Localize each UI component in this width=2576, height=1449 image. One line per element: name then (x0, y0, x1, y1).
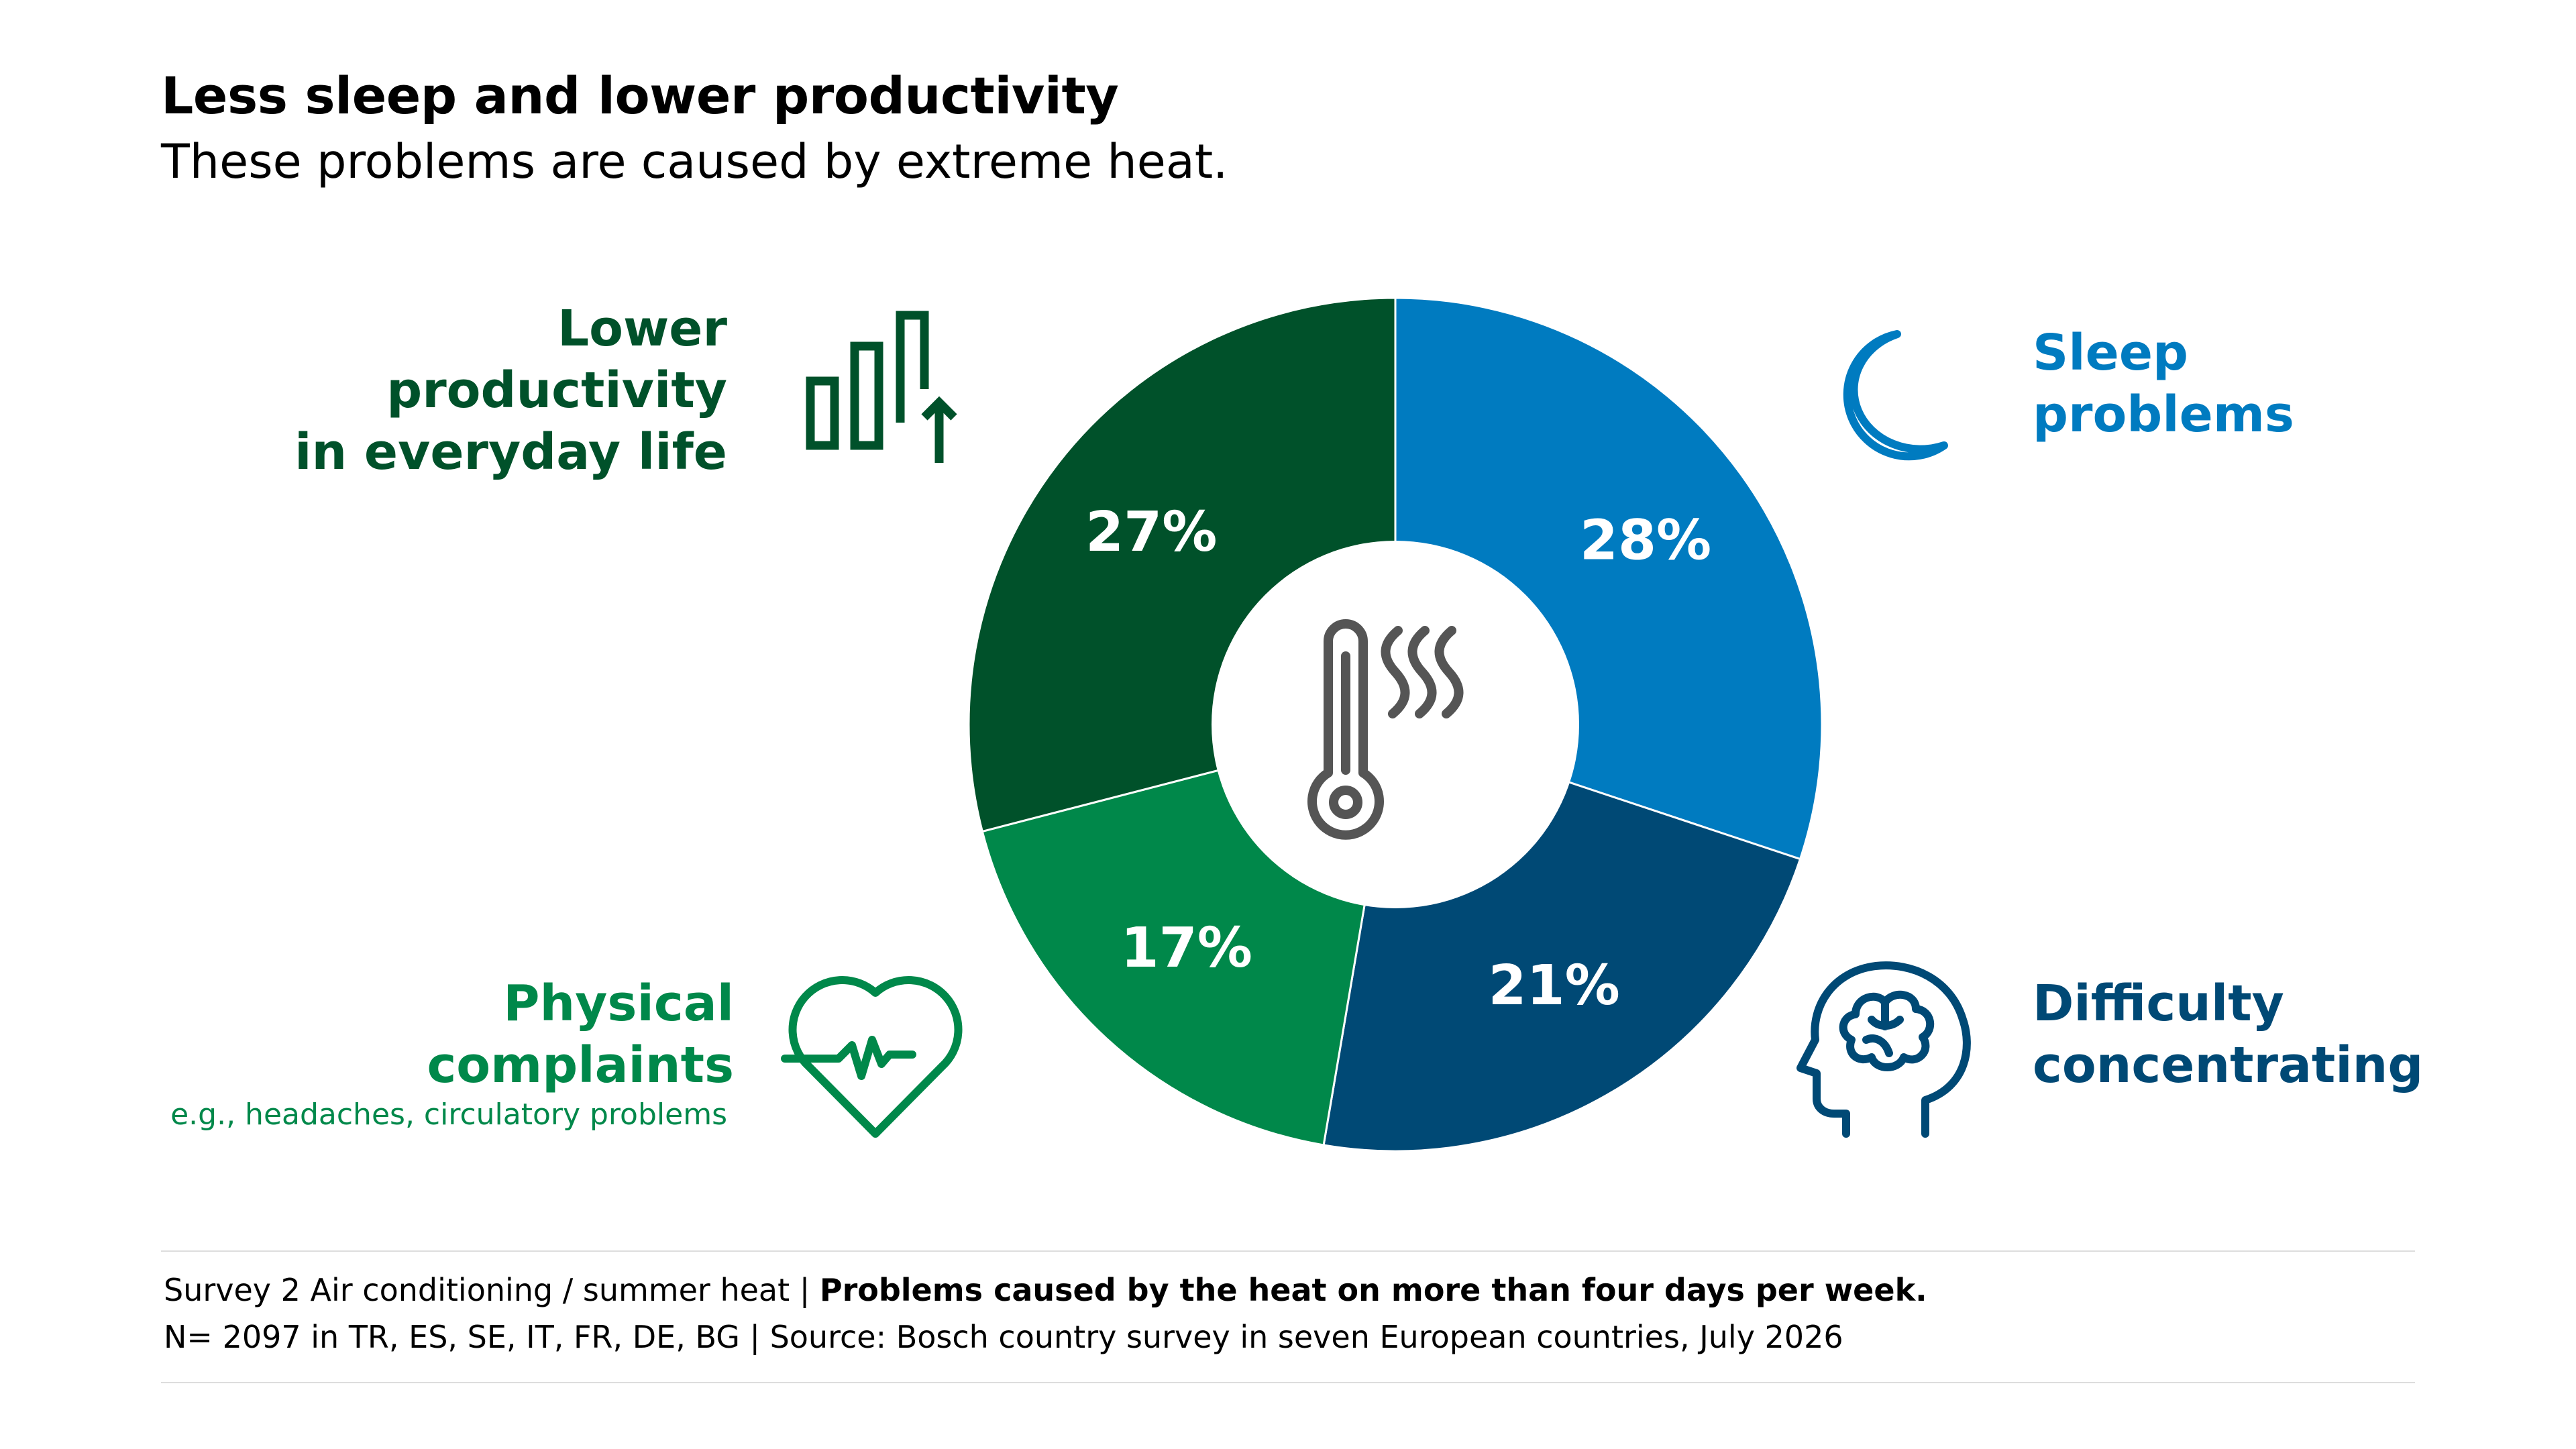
footer-bottom-rule (161, 1382, 2415, 1383)
slice-value-label: 27% (1085, 500, 1217, 564)
chart-subtitle: These problems are caused by extreme hea… (161, 134, 1228, 189)
footer-line-1: Survey 2 Air conditioning / summer heat … (164, 1272, 1927, 1308)
footer-survey-name: Survey 2 Air conditioning / summer heat … (164, 1272, 820, 1308)
donut-chart: 28% 21% 17% 27% (967, 297, 1823, 1152)
label-difficulty-concentrating: Difficulty concentrating (2033, 973, 2423, 1096)
label-line: Difficulty (2033, 975, 2284, 1032)
chart-title: Less sleep and lower productivity (161, 66, 1119, 125)
footer-top-rule (161, 1250, 2415, 1252)
label-line: problems (2033, 386, 2294, 443)
label-line: Physical (503, 975, 734, 1032)
thermometer-heat-icon (1307, 619, 1464, 840)
label-line: in everyday life (294, 423, 727, 481)
footer-question: Problems caused by the heat on more than… (819, 1272, 1927, 1308)
label-line: productivity (386, 362, 727, 419)
label-lower-productivity: Lower productivity in everyday life (294, 298, 727, 483)
slice-value-label: 28% (1580, 508, 1711, 572)
label-line: Lower (557, 300, 727, 358)
brain-head-icon (1796, 961, 1971, 1138)
footer-line-2: N= 2097 in TR, ES, SE, IT, FR, DE, BG | … (164, 1319, 1843, 1355)
slice-value-label: 17% (1121, 916, 1252, 980)
label-line: concentrating (2033, 1036, 2424, 1094)
slice-value-label: 21% (1489, 954, 1620, 1018)
heart-pulse-icon (781, 976, 963, 1138)
label-line: Sleep (2033, 324, 2189, 382)
label-line: complaints (427, 1036, 734, 1094)
moon-icon (1843, 330, 1948, 461)
physical-complaints-note: e.g., headaches, circulatory problems (170, 1097, 727, 1132)
donut-hole (1212, 541, 1579, 908)
label-physical-complaints: Physical complaints (427, 973, 734, 1096)
bar-chart-arrow-icon (806, 311, 957, 463)
label-sleep-problems: Sleep problems (2033, 322, 2294, 445)
